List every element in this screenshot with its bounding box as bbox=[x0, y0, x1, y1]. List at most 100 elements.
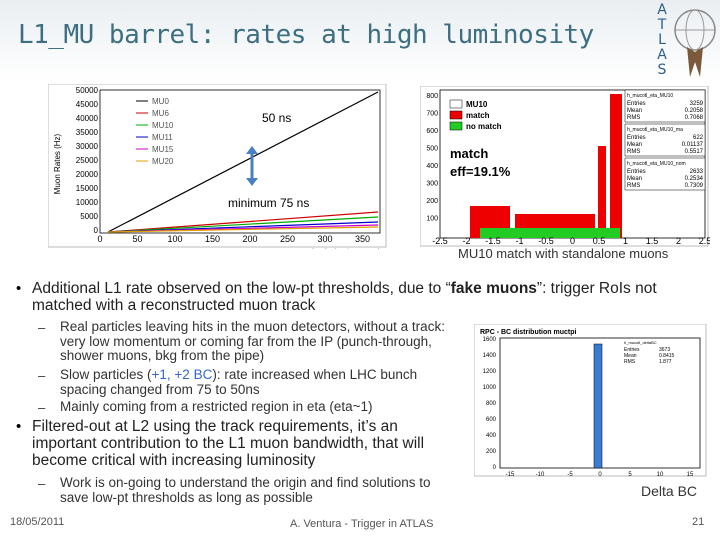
logo-letter: L bbox=[658, 32, 666, 48]
atlas-figure bbox=[674, 9, 716, 77]
y-tick-label: 500 bbox=[426, 146, 438, 153]
annotation: match bbox=[450, 146, 488, 161]
y-tick-label: 600 bbox=[486, 417, 497, 423]
y-tick-label: 0 bbox=[493, 465, 497, 471]
sub-bullet: Real particles leaving hits in the muon … bbox=[60, 319, 460, 364]
sub-bullet: Mainly coming from a restricted region i… bbox=[60, 399, 460, 415]
stats-value: 3259 bbox=[690, 101, 704, 107]
stats-title: h_mucotl_eta_MU10_ma bbox=[627, 127, 683, 133]
header-band bbox=[0, 0, 720, 80]
bullet-dot: • bbox=[16, 280, 22, 297]
stats-value: 0.2058 bbox=[685, 108, 704, 114]
histogram bbox=[470, 94, 622, 238]
legend-swatch bbox=[449, 99, 463, 109]
sub-dash: – bbox=[38, 476, 46, 491]
y-tick-label: 600 bbox=[426, 128, 438, 135]
bc-bar bbox=[593, 343, 603, 469]
stats-value: 622 bbox=[693, 135, 704, 141]
stats-key: Entries bbox=[624, 347, 640, 353]
legend-label: match bbox=[466, 111, 490, 120]
text-run: ): rate increased when LHC bunch spacing… bbox=[60, 367, 418, 397]
sub-dash: – bbox=[38, 320, 46, 335]
stats-key: Mean bbox=[624, 353, 637, 359]
legend-label: MU10 bbox=[152, 121, 174, 130]
x-tick-label: 0 bbox=[570, 236, 575, 246]
x-tick-label: 10 bbox=[657, 472, 664, 478]
caption: MU10 match with standalone muons bbox=[458, 246, 669, 261]
logo-letter: S bbox=[657, 62, 667, 78]
y-tick-label: 45000 bbox=[76, 100, 99, 109]
y-tick-label: 10000 bbox=[76, 198, 99, 207]
y-tick-label: 5000 bbox=[80, 212, 98, 221]
stats-title: h_mucotl_deltaBC bbox=[624, 340, 657, 345]
y-tick-label: 30000 bbox=[76, 142, 99, 151]
rates-plot: 5000045000400003500030000250002000015000… bbox=[48, 84, 387, 249]
y-tick-label: 1200 bbox=[483, 369, 497, 375]
y-tick-label: 800 bbox=[426, 93, 438, 100]
stats-key: Mean bbox=[627, 142, 642, 148]
y-axis-label: Muon Rates (Hz) bbox=[53, 133, 62, 194]
stats-key: Entries bbox=[627, 169, 646, 175]
y-tick-label: 400 bbox=[486, 433, 497, 439]
legend-label: MU10 bbox=[466, 100, 488, 109]
plot-title: RPC - BC distribution muctpi bbox=[480, 329, 576, 336]
sub-bullet: Work is on-going to understand the origi… bbox=[60, 475, 440, 505]
logo-letter: T bbox=[657, 17, 667, 33]
text-run: ”: trigger RoIs not matched with a recon… bbox=[32, 280, 657, 314]
stats-value: 0.8415 bbox=[659, 353, 675, 359]
stats-title: h_mucotl_eta_MU10 bbox=[627, 93, 673, 99]
text-run: Work is on-going to understand the origi… bbox=[60, 475, 431, 505]
stats-value: 0.2534 bbox=[685, 176, 704, 182]
bullet-dot: • bbox=[16, 418, 22, 435]
logo-letter: A bbox=[657, 2, 667, 18]
y-tick-label: 50000 bbox=[76, 86, 99, 95]
bullet: Additional L1 rate observed on the low-p… bbox=[32, 280, 682, 314]
y-tick-label: 35000 bbox=[76, 128, 99, 137]
x-tick-label: 1.5 bbox=[646, 236, 659, 246]
stats-key: RMS bbox=[627, 149, 640, 155]
stats-value: 2633 bbox=[690, 169, 704, 175]
stats-value: 3673 bbox=[659, 347, 670, 353]
stats-key: Entries bbox=[627, 101, 646, 107]
stats-value: 0.5517 bbox=[685, 149, 704, 155]
slide-title: L1_MU barrel: rates at high luminosity bbox=[18, 20, 594, 50]
text-run: Real particles leaving hits in the muon … bbox=[60, 319, 445, 363]
legend-label: MU11 bbox=[152, 133, 173, 142]
text-run: Filtered-out at L2 using the track requi… bbox=[32, 418, 425, 469]
x-tick-label: 5 bbox=[628, 472, 632, 478]
x-tick-label: -5 bbox=[567, 472, 573, 478]
y-tick-label: 800 bbox=[486, 401, 497, 407]
stats-value: 1.877 bbox=[659, 359, 672, 365]
sub-bullet: Slow particles (+1, +2 BC): rate increas… bbox=[60, 367, 460, 397]
legend-label: MU6 bbox=[152, 109, 169, 118]
stats-value: 0.01137 bbox=[682, 142, 704, 148]
logo-letter: A bbox=[657, 47, 667, 63]
x-tick-label: -2 bbox=[462, 236, 470, 246]
x-tick-label: -15 bbox=[506, 472, 515, 478]
text-run: Additional L1 rate observed on the low-p… bbox=[32, 280, 451, 297]
x-tick-label: 250 bbox=[280, 234, 295, 244]
y-tick-label: 100 bbox=[426, 216, 438, 223]
y-tick-label: 400 bbox=[426, 163, 438, 170]
stats-key: RMS bbox=[624, 359, 636, 365]
text-run: +1, +2 BC bbox=[151, 367, 213, 382]
y-tick-label: 300 bbox=[426, 181, 438, 188]
stats-key: Entries bbox=[627, 135, 646, 141]
x-tick-label: 2.5 bbox=[699, 236, 710, 246]
legend-swatch bbox=[449, 121, 463, 131]
y-tick-label: 20000 bbox=[76, 170, 99, 179]
x-tick-label: 1 bbox=[623, 236, 628, 246]
stats-box bbox=[624, 157, 706, 191]
legend-label: MU0 bbox=[152, 97, 169, 106]
x-tick-label: 350 bbox=[355, 234, 370, 244]
y-tick-label: 0 bbox=[94, 226, 99, 235]
x-tick-label: 0 bbox=[598, 472, 602, 478]
x-tick-label: 50 bbox=[132, 234, 142, 244]
legend-label: MU15 bbox=[152, 145, 174, 154]
x-tick-label: 15 bbox=[687, 472, 694, 478]
text-run: fake muons bbox=[450, 280, 537, 297]
sub-dash: – bbox=[38, 400, 46, 415]
stats-title: h_mucotl_eta_MU10_nom bbox=[627, 161, 686, 167]
text-run: Mainly coming from a restricted region i… bbox=[60, 399, 373, 414]
